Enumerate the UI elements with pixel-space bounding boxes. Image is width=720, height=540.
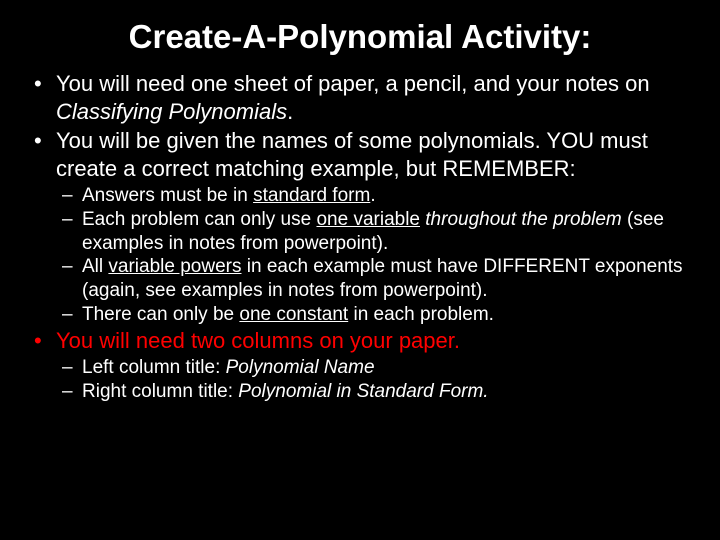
text-segment: Each problem can only use <box>82 209 316 230</box>
text-underline: one variable <box>316 209 420 230</box>
subbullet-different-exponents: All variable powers in each example must… <box>28 255 692 303</box>
subbullet-left-column: Left column title: Polynomial Name <box>28 356 692 380</box>
text-underline: variable powers <box>108 256 241 277</box>
text-segment: You will need one sheet of paper, a penc… <box>56 71 650 96</box>
text-segment: in each problem. <box>348 304 494 325</box>
bullet-materials: You will need one sheet of paper, a penc… <box>28 70 692 125</box>
subbullet-right-column: Right column title: Polynomial in Standa… <box>28 380 692 404</box>
text-segment: There can only be <box>82 304 239 325</box>
bullet-columns: You will need two columns on your paper. <box>28 327 692 355</box>
subbullet-one-variable: Each problem can only use one variable t… <box>28 208 692 256</box>
text-segment: All <box>82 256 108 277</box>
text-underline: one constant <box>239 304 348 325</box>
bullet-instructions: You will be given the names of some poly… <box>28 127 692 182</box>
slide-container: Create-A-Polynomial Activity: You will n… <box>0 0 720 540</box>
subbullet-standard-form: Answers must be in standard form. <box>28 184 692 208</box>
text-italic: Classifying Polynomials <box>56 99 287 124</box>
text-italic: Polynomial Name <box>226 357 375 378</box>
text-italic: Polynomial in Standard Form. <box>238 381 488 402</box>
text-segment: Left column title: <box>82 357 226 378</box>
slide-title: Create-A-Polynomial Activity: <box>63 18 657 56</box>
text-segment: Right column title: <box>82 381 238 402</box>
text-segment: Answers must be in <box>82 185 253 206</box>
text-italic: throughout the problem <box>425 209 627 230</box>
text-segment: You will be given the names of some poly… <box>56 128 648 181</box>
text-segment: . <box>370 185 375 206</box>
text-underline: standard form <box>253 185 370 206</box>
text-segment: You will need two columns on your paper. <box>56 328 460 353</box>
text-segment: . <box>287 99 293 124</box>
subbullet-one-constant: There can only be one constant in each p… <box>28 303 692 327</box>
main-list: You will need one sheet of paper, a penc… <box>28 70 692 404</box>
